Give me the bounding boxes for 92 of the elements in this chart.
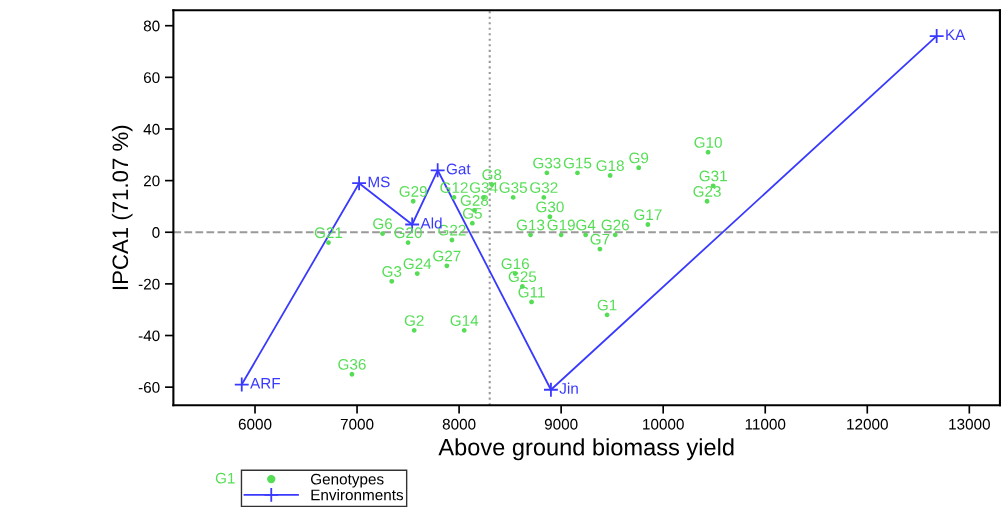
point xyxy=(444,263,450,269)
point xyxy=(583,232,589,238)
point xyxy=(233,376,250,393)
point xyxy=(351,175,367,192)
data-label: G33 xyxy=(533,157,561,169)
data-label: G35 xyxy=(499,182,527,193)
data-label: G31 xyxy=(699,170,727,182)
point xyxy=(461,327,467,333)
point xyxy=(449,237,455,243)
point xyxy=(704,198,710,204)
data-label: G11 xyxy=(518,286,545,298)
point xyxy=(575,170,580,176)
y-tick-label: 0 xyxy=(152,227,160,238)
x-tick-label: 13000 xyxy=(949,418,990,430)
point xyxy=(607,173,613,178)
legend-label: Genotypes xyxy=(310,473,384,488)
data-label: Jin xyxy=(559,382,578,394)
point xyxy=(705,149,711,155)
point xyxy=(429,162,446,179)
point xyxy=(349,371,355,377)
x-tick-label: 10000 xyxy=(643,418,684,430)
data-label: G28 xyxy=(460,195,489,206)
data-label: G16 xyxy=(501,258,529,270)
data-label: G18 xyxy=(596,160,624,172)
point xyxy=(558,232,564,238)
y-tick-label: -40 xyxy=(138,330,160,342)
data-label: ARF xyxy=(250,378,281,389)
point xyxy=(645,222,651,227)
point xyxy=(528,232,533,238)
data-label: G27 xyxy=(433,250,461,262)
point xyxy=(544,170,550,176)
data-label: G34 xyxy=(469,182,498,193)
point xyxy=(389,278,395,284)
x-tick-label: 7000 xyxy=(340,418,374,430)
data-label: G29 xyxy=(399,186,427,197)
y-tick-label: 60 xyxy=(143,72,160,84)
x-tick-label: 11000 xyxy=(745,418,786,430)
x-tick-label: 9000 xyxy=(544,418,578,430)
data-label: G7 xyxy=(590,233,610,245)
data-label: G19 xyxy=(547,219,575,231)
point xyxy=(469,220,475,226)
data-label: G1 xyxy=(597,299,617,311)
data-label: G26 xyxy=(601,219,629,231)
point xyxy=(451,194,457,200)
x-axis-title: Above ground biomass yield xyxy=(438,438,734,461)
text: G1 xyxy=(215,472,235,484)
data-label: G25 xyxy=(508,271,537,283)
y-tick-label: -20 xyxy=(138,278,160,290)
point xyxy=(928,28,945,44)
data-label: G36 xyxy=(338,359,366,370)
data-label: G24 xyxy=(403,258,432,270)
data-label: G4 xyxy=(576,219,596,231)
data-label: MS xyxy=(368,176,390,188)
point xyxy=(414,271,420,276)
data-label: G3 xyxy=(382,266,402,277)
point xyxy=(380,231,385,236)
data-label: G17 xyxy=(634,209,662,221)
point xyxy=(597,246,603,252)
legend-label: Environments xyxy=(311,489,404,501)
data-label: G14 xyxy=(450,315,479,326)
y-tick-label: 20 xyxy=(143,175,160,187)
data-label: KA xyxy=(946,29,966,40)
data-label: G5 xyxy=(462,207,482,219)
data-label: G9 xyxy=(629,152,649,164)
point xyxy=(405,240,411,245)
x-tick-label: 6000 xyxy=(238,418,272,430)
data-label: G30 xyxy=(536,201,564,213)
data-label: G6 xyxy=(373,218,393,230)
y-tick-label: 80 xyxy=(143,20,160,32)
y-tick-label: -60 xyxy=(138,382,160,393)
point xyxy=(510,194,516,200)
point xyxy=(541,194,547,200)
point xyxy=(529,299,534,305)
point xyxy=(612,232,618,238)
point xyxy=(604,312,610,318)
point xyxy=(411,327,417,333)
data-label: Gat xyxy=(446,163,471,175)
data-label: G13 xyxy=(516,219,545,231)
x-tick-label: 12000 xyxy=(847,418,888,430)
point xyxy=(636,165,642,171)
data-label: G2 xyxy=(404,315,424,326)
x-tick-label: 8000 xyxy=(442,418,476,430)
point xyxy=(326,240,331,245)
data-label: G32 xyxy=(530,182,558,193)
data-label: G23 xyxy=(693,186,721,197)
y-axis-title: IPCA1 (71.07 %) xyxy=(111,125,133,290)
data-label: G10 xyxy=(694,136,722,148)
point xyxy=(543,381,559,398)
y-tick-label: 40 xyxy=(143,123,160,135)
data-label: G8 xyxy=(482,169,502,181)
point xyxy=(410,198,416,204)
data-label: G15 xyxy=(563,157,592,169)
